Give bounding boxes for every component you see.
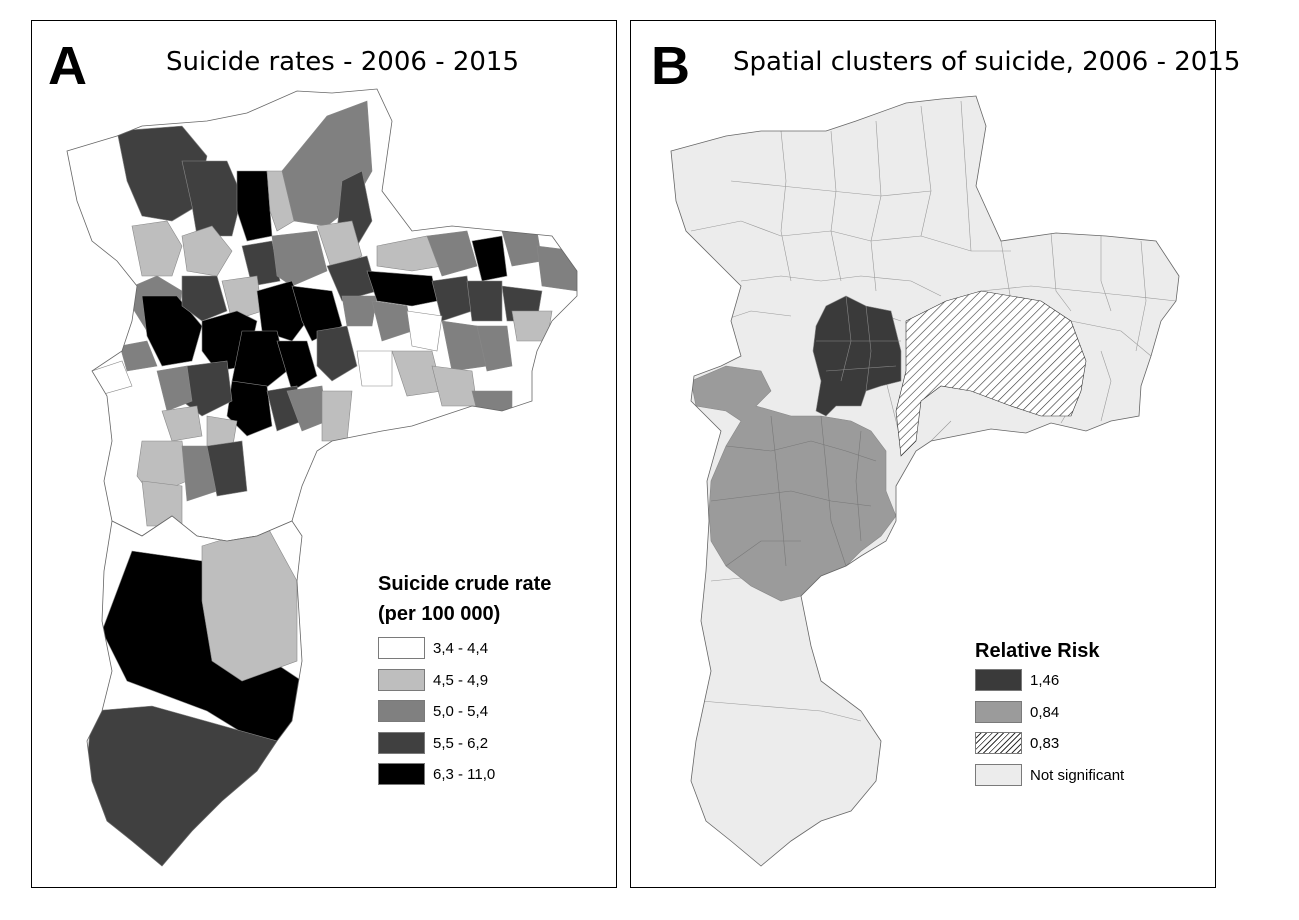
legend-item: 5,0 - 5,4 [378,700,551,732]
legend-label: Not significant [1030,766,1125,784]
legend-label: 0,83 [1030,735,1060,752]
legend-swatch [378,700,425,722]
northern-outline-a [66,88,578,542]
legend-item: 1,46 [975,669,1100,701]
legend-item: 0,83 [975,732,1100,764]
legend-label: 1,46 [1030,672,1060,689]
legend-label: 3,4 - 4,4 [433,640,489,657]
legend-swatch [378,763,425,785]
southern-outline-a [86,515,303,867]
city-outline-b [670,95,1180,867]
legend-swatch [378,637,425,659]
panel-title-b: Spatial clusters of suicide, 2006 - 2015 [733,47,1241,77]
legend-swatch [378,668,425,691]
panel-letter-b: B [651,36,690,96]
legend-title-line2: (per 100 000) [378,603,501,625]
panel-b: B Spatial clusters of suicide, 2006 - 20… [630,20,1240,888]
legend-item: Not significant [975,763,1124,796]
legend-title: Relative Risk [975,640,1100,662]
legend-label: 0,84 [1030,703,1060,721]
legend-swatch [975,763,1022,786]
city-districts-b [671,96,1179,866]
legend-title-line1: Suicide crude rate [378,573,552,595]
legend-item: 4,5 - 4,9 [378,668,551,701]
legend-swatch [378,731,425,754]
legend-item: 5,5 - 6,2 [378,731,551,764]
panel-a: A Suicide rates - 2006 - 2015 Suicide cr… [31,20,617,888]
suicide-rate-map [66,88,578,867]
legend-item: 0,84 [975,700,1100,733]
panel-title-a: Suicide rates - 2006 - 2015 [166,47,520,77]
legend-relative-risk: Relative Risk 1,46 0,84 0,83 Not signifi… [975,636,1124,796]
legend-crude-rate: Suicide crude rate (per 100 000) 3,4 - 4… [378,569,551,795]
legend-label: 6,3 - 11,0 [433,766,496,783]
legend-item: 3,4 - 4,4 [378,637,551,669]
legend-swatch [975,669,1022,691]
legend-label: 5,0 - 5,4 [433,703,489,720]
legend-label: 5,5 - 6,2 [433,734,489,752]
panel-letter-a: A [48,36,87,96]
legend-swatch [975,700,1022,723]
legend-swatch [975,732,1022,754]
legend-item: 6,3 - 11,0 [378,763,551,795]
legend-label: 4,5 - 4,9 [433,671,489,689]
northern-districts-a [67,89,577,541]
spatial-cluster-map [670,95,1180,867]
